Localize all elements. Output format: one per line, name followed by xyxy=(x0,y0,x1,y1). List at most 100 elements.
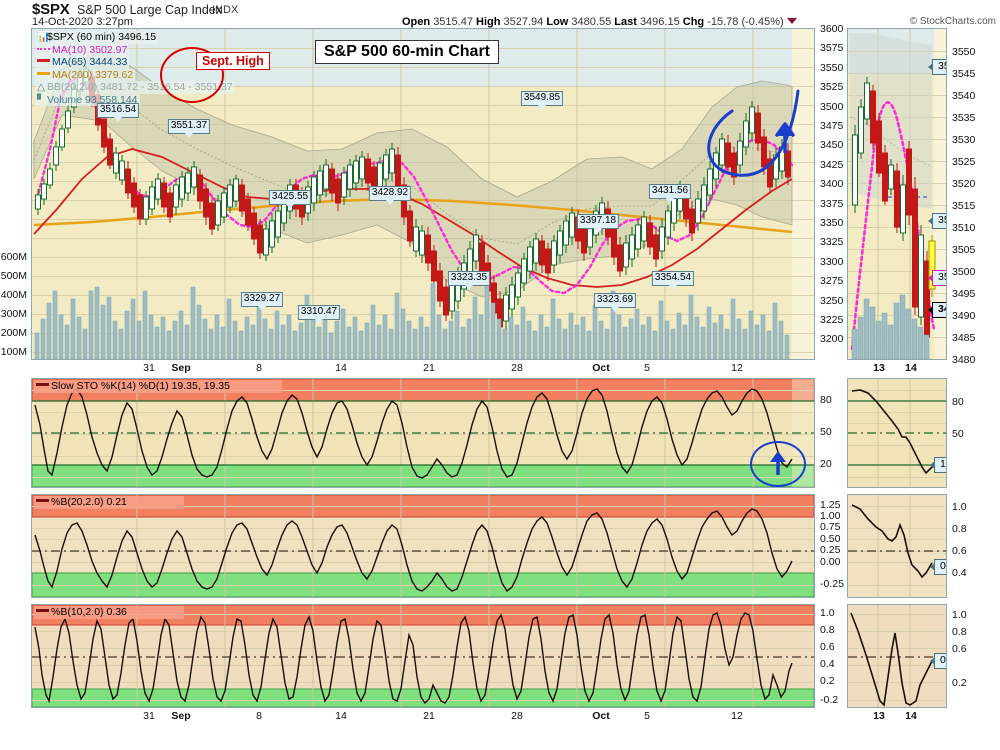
symbol-ticker: $SPX xyxy=(32,1,70,18)
candlestick-series xyxy=(35,65,791,333)
volume-axis: 600M 500M 400M 300M 200M 100M xyxy=(0,28,31,360)
legend-price: 📊$SPX (60 min) 3496.15 xyxy=(35,31,159,44)
price-annotation-flag: 3516.54 xyxy=(96,103,140,122)
right-price-tick: 3540 xyxy=(952,90,976,102)
candle-icon: 📊 xyxy=(37,31,51,43)
last-label: Last xyxy=(614,16,637,28)
right-percent-b-20-panel[interactable]: 0.21 xyxy=(847,494,947,598)
right-detail-chart[interactable]: 3551.373516.543502.973496.153481.72 xyxy=(847,28,947,360)
right-price-tick: 3500 xyxy=(952,266,976,278)
right-price-tick: 3535 xyxy=(952,112,976,124)
price-tick: 3250 xyxy=(820,294,844,307)
price-tick: 3400 xyxy=(820,178,844,191)
slow-sto-legend-text: Slow STO %K(14) %D(1) 19.35, 19.35 xyxy=(51,380,230,392)
slow-sto-panel[interactable]: Slow STO %K(14) %D(1) 19.35, 19.35 xyxy=(31,378,815,488)
ma65-line xyxy=(33,148,793,288)
right-price-tick: 3525 xyxy=(952,156,976,168)
sto-tick: 20 xyxy=(820,458,832,470)
price-tick: 3450 xyxy=(820,139,844,152)
right-price-tick: 3520 xyxy=(952,178,976,190)
right-pb10-tick: 0.8 xyxy=(952,626,967,638)
right-price-tick: 3545 xyxy=(952,68,976,80)
quote-bar: Open 3515.47 High 3527.94 Low 3480.55 La… xyxy=(402,16,797,28)
date-tick: Oct xyxy=(592,362,610,374)
sto-highlight-ellipse xyxy=(750,441,806,487)
right-price-tick: 3485 xyxy=(952,332,976,344)
symbol-name: S&P 500 Large Cap Index xyxy=(77,3,223,17)
pb10-tick: 1.0 xyxy=(820,607,835,619)
price-tick: 3350 xyxy=(820,217,844,229)
right-pb20-tick: 0.4 xyxy=(952,567,967,579)
right-price-axis: 3550 3545 3540 3535 3530 3525 3520 3515 3510 3505… xyxy=(948,28,1000,366)
right-pb20-axis: 1.0 0.8 0.6 0.4 xyxy=(948,494,1000,598)
right-sto-line xyxy=(851,389,935,475)
right-price-tick: 3490 xyxy=(952,310,976,322)
right-pb20-line xyxy=(851,504,933,579)
main-price-chart[interactable]: 📊$SPX (60 min) 3496.15 MA(10) 3502.97 MA… xyxy=(31,28,815,360)
slow-sto-canvas xyxy=(32,379,814,487)
percent-b-10-panel[interactable]: %B(10,2.0) 0.36 xyxy=(31,604,815,708)
right-volume-bars xyxy=(851,294,930,359)
slow-sto-legend: Slow STO %K(14) %D(1) 19.35, 19.35 xyxy=(36,380,230,393)
right-pb10-tick: 0.2 xyxy=(952,677,967,689)
pb10-value-flag: 0.36 xyxy=(929,653,946,669)
date-tick: 21 xyxy=(423,362,435,374)
right-sto-axis: 80 50 xyxy=(948,378,1000,488)
right-pb20-tick: 0.8 xyxy=(952,523,967,535)
sto-blue-up-arrow-icon xyxy=(770,451,786,475)
right-pb20-tick: 0.6 xyxy=(952,545,967,557)
volume-tick: 300M xyxy=(0,308,27,320)
right-sto-canvas xyxy=(848,379,946,487)
pb20-swatch-icon xyxy=(36,499,49,502)
pb10-swatch-icon xyxy=(36,609,49,612)
date-tick: Sep xyxy=(171,362,191,374)
ma10-swatch-icon xyxy=(37,47,50,50)
right-pb10-tick: 0.6 xyxy=(952,643,967,655)
percent-b-20-axis: 1.25 1.00 0.75 0.50 0.25 0.00 -0.25 xyxy=(816,494,848,598)
date-tick: 5 xyxy=(644,710,650,722)
date-tick: 31 xyxy=(143,710,155,722)
price-axis: 3600 3575 3550 3525 3500 3475 3450 3425 3400 3375… xyxy=(816,23,848,360)
symbol-type: INDX xyxy=(212,4,239,16)
right-sto-tick: 50 xyxy=(952,428,964,440)
percent-b-20-legend-text: %B(20,2.0) 0.21 xyxy=(51,496,127,508)
percent-b-20-line xyxy=(34,508,793,593)
right-pb10-canvas xyxy=(848,605,946,707)
date-tick: 12 xyxy=(731,710,743,722)
pb20-tick: 0.25 xyxy=(820,544,841,556)
right-price-tick: 3505 xyxy=(952,244,976,256)
legend-ma10-text: MA(10) 3502.97 xyxy=(52,43,128,56)
low-label: Low xyxy=(546,16,569,28)
right-price-tick: 3530 xyxy=(952,134,976,146)
percent-b-20-panel[interactable]: %B(20,2.0) 0.21 xyxy=(31,494,815,598)
price-tick: 3300 xyxy=(820,255,844,268)
pb10-tick: 0.8 xyxy=(820,624,835,636)
legend-ma200-text: MA(200) 3379.62 xyxy=(52,68,134,81)
right-price-tick: 3495 xyxy=(952,288,976,300)
date-tick: 13 xyxy=(873,362,885,374)
bottom-date-axis: 31 Sep 8 14 21 28 Oct 5 12 xyxy=(31,710,815,724)
date-tick: 14 xyxy=(905,710,917,722)
sept-high-callout: Sept. High xyxy=(196,52,270,70)
price-annotation-flag: 3329.27 xyxy=(240,292,284,311)
date-tick: 5 xyxy=(644,362,650,374)
legend-ma10: MA(10) 3502.97 xyxy=(35,43,130,56)
date-tick: Sep xyxy=(171,710,191,722)
right-pb20-tick: 1.0 xyxy=(952,501,967,513)
right-percent-b-10-panel[interactable]: 0.36 xyxy=(847,604,947,708)
pb20-tick: 0.75 xyxy=(820,521,841,533)
high-label: High xyxy=(476,16,501,28)
date-tick: 31 xyxy=(143,362,155,374)
volume-tick: 600M xyxy=(0,251,27,263)
price-annotation-flag: 3354.54 xyxy=(651,271,695,290)
price-annotation-flag: 3431.56 xyxy=(648,184,692,203)
band-icon: △ xyxy=(37,81,46,93)
price-tick: 3200 xyxy=(820,333,844,346)
price-tick: 3425 xyxy=(820,158,844,171)
date-tick: 8 xyxy=(256,362,262,374)
price-annotation-flag: 3425.55 xyxy=(268,190,312,209)
right-slow-sto-panel[interactable]: 19.35 xyxy=(847,378,947,488)
price-tick: 3525 xyxy=(820,81,844,94)
right-pb10-axis: 1.0 0.8 0.6 0.2 xyxy=(948,604,1000,708)
